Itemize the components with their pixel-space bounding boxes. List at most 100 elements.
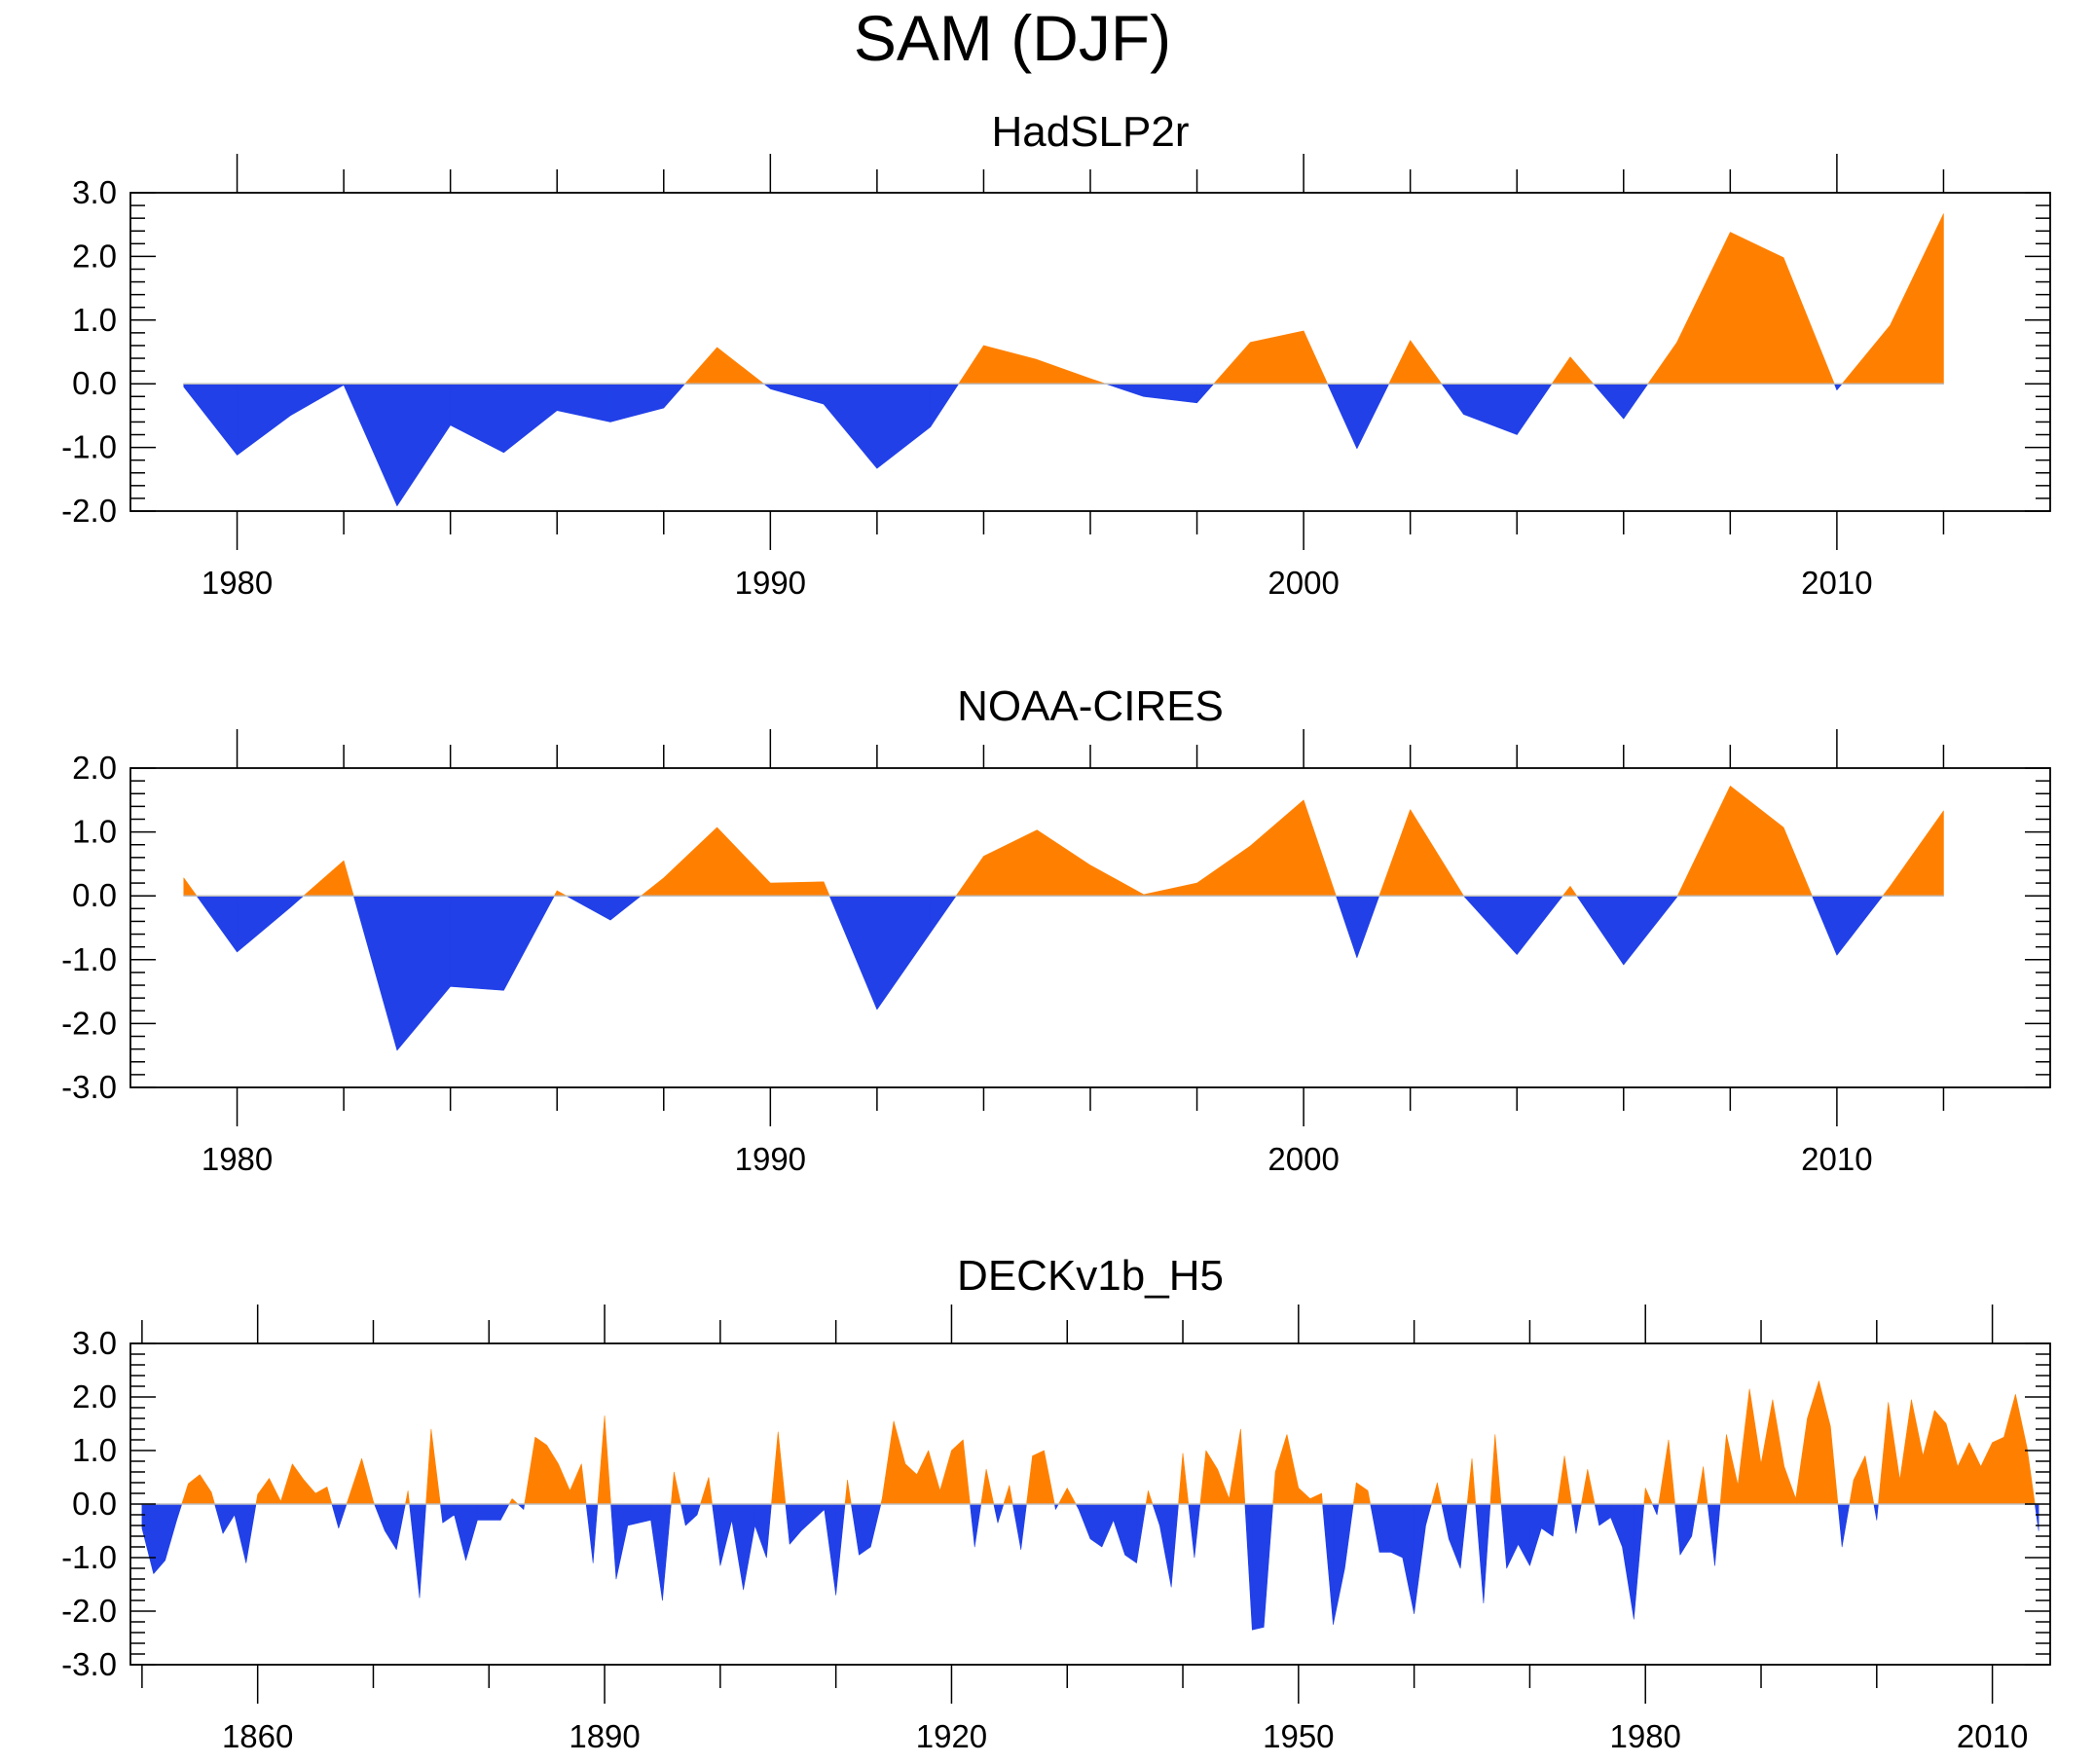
data-point	[1182, 1452, 1184, 1454]
data-point	[1217, 1468, 1219, 1470]
data-point	[1402, 1557, 1404, 1559]
data-point	[1089, 1538, 1091, 1540]
data-point	[141, 1527, 143, 1529]
data-point	[303, 1479, 305, 1481]
data-point	[1968, 1442, 1970, 1444]
data-point	[663, 877, 665, 879]
data-point	[789, 1543, 790, 1545]
data-point	[983, 345, 985, 347]
area-series	[183, 786, 1944, 1051]
data-point	[1634, 1618, 1635, 1620]
data-point	[1274, 1471, 1276, 1473]
data-point	[1569, 356, 1571, 358]
x-tick-label: 1980	[202, 565, 273, 601]
data-point	[1494, 1434, 1496, 1436]
data-point	[450, 986, 452, 988]
data-point	[1303, 799, 1304, 801]
data-point	[876, 467, 878, 469]
data-point	[592, 1562, 594, 1564]
data-point	[650, 1520, 652, 1522]
data-point	[1760, 1463, 1762, 1465]
data-point	[823, 403, 825, 405]
data-point	[581, 1463, 583, 1465]
data-point	[454, 1514, 456, 1516]
data-point	[684, 1525, 686, 1526]
y-tick-label: 0.0	[72, 1486, 117, 1522]
panel-title: HadSLP2r	[991, 108, 1189, 156]
data-point	[419, 1597, 421, 1599]
data-point	[1356, 957, 1358, 959]
data-point	[1032, 1455, 1034, 1457]
data-point	[385, 1530, 386, 1532]
data-point	[719, 1564, 721, 1566]
data-point	[237, 951, 239, 953]
data-point	[708, 1477, 710, 1479]
data-point	[1622, 1546, 1624, 1548]
data-point	[716, 827, 718, 828]
data-point	[1943, 213, 1945, 215]
data-point	[1569, 886, 1571, 888]
panel-1: HadSLP2r -2.0 -1.0 0.0 1.0 2.0 3.0 1980 1990 2000…	[61, 108, 2051, 601]
data-point	[1309, 1498, 1311, 1500]
data-point	[904, 1463, 906, 1465]
x-tick-label: 2010	[1801, 565, 1872, 601]
data-point	[292, 1463, 294, 1465]
data-point	[754, 1525, 756, 1526]
data-point	[963, 1439, 965, 1441]
data-point	[1089, 378, 1091, 380]
data-point	[1748, 1388, 1750, 1390]
data-point	[2038, 1530, 2039, 1532]
data-point	[488, 1520, 490, 1522]
data-point	[1714, 1564, 1716, 1566]
x-tick-label: 2010	[1957, 1718, 2028, 1754]
data-point	[609, 919, 611, 921]
data-point	[395, 1549, 397, 1551]
data-point	[1516, 954, 1518, 956]
y-tick-label: -2.0	[61, 1005, 117, 1041]
y-tick-label: 0.0	[72, 365, 117, 401]
x-tick-label: 1990	[735, 1141, 806, 1177]
data-point	[373, 1500, 375, 1502]
data-point	[1623, 418, 1625, 420]
data-point	[1240, 1428, 1242, 1430]
data-point	[465, 1560, 467, 1562]
data-point	[183, 386, 185, 388]
data-point	[222, 1532, 224, 1534]
x-axis: 1980 1990 2000 2010	[202, 154, 1945, 601]
data-point	[1541, 1527, 1543, 1529]
x-tick-label: 1860	[222, 1718, 293, 1754]
data-point	[1020, 1549, 1022, 1551]
data-point	[176, 1520, 178, 1522]
data-point	[743, 1589, 745, 1591]
data-point	[1795, 1498, 1797, 1500]
data-point	[1656, 1514, 1658, 1516]
data-point	[1333, 1624, 1335, 1626]
negative-area	[183, 895, 1944, 1051]
data-point	[1196, 402, 1198, 404]
data-point	[928, 1450, 930, 1452]
data-point	[1009, 1485, 1010, 1487]
data-point	[2026, 1447, 2028, 1449]
data-point	[1923, 1455, 1925, 1457]
y-tick-label: 3.0	[72, 174, 117, 210]
data-point	[1229, 1498, 1231, 1500]
data-point	[1066, 1488, 1068, 1489]
data-point	[1899, 1479, 1901, 1481]
data-point	[1933, 1410, 1935, 1412]
data-point	[951, 1450, 953, 1452]
data-point	[1089, 864, 1091, 866]
positive-area	[183, 213, 1944, 385]
data-point	[1425, 1525, 1427, 1526]
negative-area	[183, 383, 1944, 507]
data-point	[876, 1009, 878, 1011]
data-point	[1726, 1434, 1728, 1436]
data-point	[1518, 1543, 1520, 1545]
data-point	[503, 452, 505, 454]
data-point	[777, 1431, 779, 1433]
x-tick-label: 2010	[1801, 1141, 1872, 1177]
data-point	[1055, 1509, 1057, 1511]
data-point	[188, 1483, 190, 1485]
data-point	[930, 426, 932, 428]
data-point	[2015, 1393, 2017, 1395]
